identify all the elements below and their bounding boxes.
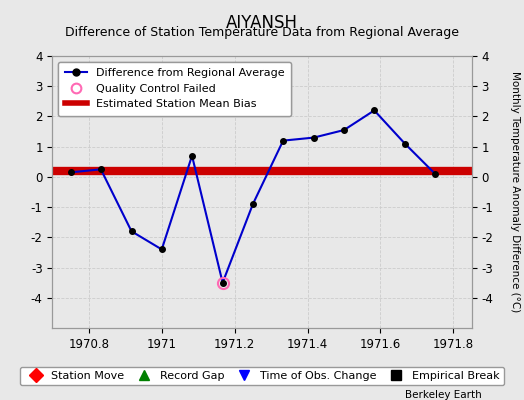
Text: Difference of Station Temperature Data from Regional Average: Difference of Station Temperature Data f…: [65, 26, 459, 39]
Text: AIYANSH: AIYANSH: [226, 14, 298, 32]
Difference from Regional Average: [159, 247, 165, 252]
Difference from Regional Average: [311, 135, 317, 140]
Difference from Regional Average: [432, 172, 438, 176]
Difference from Regional Average: [280, 138, 286, 143]
Text: Berkeley Earth: Berkeley Earth: [406, 390, 482, 400]
Difference from Regional Average: [250, 202, 256, 206]
Legend: Station Move, Record Gap, Time of Obs. Change, Empirical Break: Station Move, Record Gap, Time of Obs. C…: [20, 366, 504, 386]
Difference from Regional Average: [189, 153, 195, 158]
Difference from Regional Average: [128, 229, 135, 234]
Difference from Regional Average: [402, 141, 408, 146]
Difference from Regional Average: [98, 167, 104, 172]
Legend: Difference from Regional Average, Quality Control Failed, Estimated Station Mean: Difference from Regional Average, Qualit…: [58, 62, 291, 116]
Line: Difference from Regional Average: Difference from Regional Average: [68, 108, 438, 286]
Difference from Regional Average: [220, 280, 226, 285]
Difference from Regional Average: [68, 170, 74, 175]
Difference from Regional Average: [371, 108, 377, 113]
Difference from Regional Average: [341, 128, 347, 132]
Y-axis label: Monthly Temperature Anomaly Difference (°C): Monthly Temperature Anomaly Difference (…: [510, 71, 520, 313]
